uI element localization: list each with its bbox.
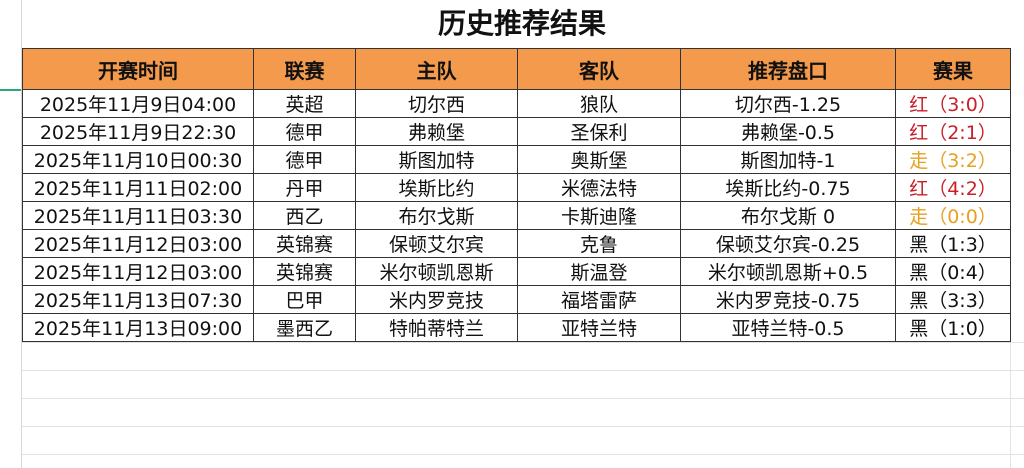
cell-pick[interactable]: 米尔顿凯恩斯+0.5	[680, 257, 896, 286]
cell-home[interactable]: 米内罗竞技	[355, 285, 518, 314]
cell-league[interactable]: 墨西乙	[253, 313, 356, 342]
table-row: 2025年11月11日02:00 丹甲 埃斯比约 米德法特 埃斯比约-0.75 红（4:2…	[22, 173, 1011, 202]
table-row: 2025年11月12日03:00 英锦赛 米尔顿凯恩斯 斯温登 米尔顿凯恩斯+0.5 黑（…	[22, 257, 1011, 286]
cell-result[interactable]: 黑（1:0）	[895, 313, 1011, 342]
cell-away[interactable]: 斯温登	[517, 257, 681, 286]
cell-result[interactable]: 红（3:0）	[895, 89, 1011, 118]
cell-time[interactable]: 2025年11月11日02:00	[22, 173, 254, 202]
header-pick[interactable]: 推荐盘口	[680, 48, 896, 90]
cell-time[interactable]: 2025年11月13日09:00	[22, 313, 254, 342]
cell-league[interactable]: 英锦赛	[253, 229, 356, 258]
cell-home[interactable]: 弗赖堡	[355, 117, 518, 146]
cell-time[interactable]: 2025年11月10日00:30	[22, 145, 254, 174]
cell-pick[interactable]: 斯图加特-1	[680, 145, 896, 174]
cell-league[interactable]: 英超	[253, 89, 356, 118]
cell-time[interactable]: 2025年11月9日04:00	[22, 89, 254, 118]
header-time[interactable]: 开赛时间	[22, 48, 254, 90]
cell-pick[interactable]: 亚特兰特-0.5	[680, 313, 896, 342]
cell-league[interactable]: 西乙	[253, 201, 356, 230]
table-row: 2025年11月13日09:00 墨西乙 特帕蒂特兰 亚特兰特 亚特兰特-0.5 黑（1:…	[22, 313, 1011, 342]
cell-time[interactable]: 2025年11月9日22:30	[22, 117, 254, 146]
cell-away[interactable]: 福塔雷萨	[517, 285, 681, 314]
cell-away[interactable]: 狼队	[517, 89, 681, 118]
cell-result[interactable]: 红（2:1）	[895, 117, 1011, 146]
selection-indicator	[0, 89, 21, 91]
cell-away[interactable]: 亚特兰特	[517, 313, 681, 342]
table-row: 2025年11月12日03:00 英锦赛 保顿艾尔宾 克鲁 保顿艾尔宾-0.25 黑（1:…	[22, 229, 1011, 258]
cell-time[interactable]: 2025年11月11日03:30	[22, 201, 254, 230]
cell-home[interactable]: 特帕蒂特兰	[355, 313, 518, 342]
cell-away[interactable]: 卡斯迪隆	[517, 201, 681, 230]
table-row: 2025年11月11日03:30 西乙 布尔戈斯 卡斯迪隆 布尔戈斯 0 走（0:0）	[22, 201, 1011, 230]
cell-home[interactable]: 斯图加特	[355, 145, 518, 174]
cell-home[interactable]: 埃斯比约	[355, 173, 518, 202]
header-result[interactable]: 赛果	[895, 48, 1011, 90]
empty-grid	[22, 342, 1024, 468]
cell-league[interactable]: 德甲	[253, 117, 356, 146]
cell-home[interactable]: 切尔西	[355, 89, 518, 118]
cell-pick[interactable]: 弗赖堡-0.5	[680, 117, 896, 146]
cell-pick[interactable]: 切尔西-1.25	[680, 89, 896, 118]
table-row: 2025年11月9日22:30 德甲 弗赖堡 圣保利 弗赖堡-0.5 红（2:1）	[22, 117, 1011, 146]
cell-time[interactable]: 2025年11月13日07:30	[22, 285, 254, 314]
cell-result[interactable]: 走（3:2）	[895, 145, 1011, 174]
sheet-title: 历史推荐结果	[437, 7, 606, 40]
header-league[interactable]: 联赛	[253, 48, 356, 90]
cell-result[interactable]: 走（0:0）	[895, 201, 1011, 230]
cell-pick[interactable]: 布尔戈斯 0	[680, 201, 896, 230]
cell-away[interactable]: 圣保利	[517, 117, 681, 146]
header-home[interactable]: 主队	[355, 48, 518, 90]
cell-pick[interactable]: 米内罗竞技-0.75	[680, 285, 896, 314]
cell-away[interactable]: 克鲁	[517, 229, 681, 258]
cell-home[interactable]: 保顿艾尔宾	[355, 229, 518, 258]
cell-time[interactable]: 2025年11月12日03:00	[22, 229, 254, 258]
cell-result[interactable]: 黑（3:3）	[895, 285, 1011, 314]
table-row: 2025年11月9日04:00 英超 切尔西 狼队 切尔西-1.25 红（3:0）	[22, 89, 1011, 118]
cell-home[interactable]: 布尔戈斯	[355, 201, 518, 230]
cell-league[interactable]: 巴甲	[253, 285, 356, 314]
cell-league[interactable]: 英锦赛	[253, 257, 356, 286]
cell-away[interactable]: 奥斯堡	[517, 145, 681, 174]
cell-league[interactable]: 德甲	[253, 145, 356, 174]
header-away[interactable]: 客队	[517, 48, 681, 90]
cell-result[interactable]: 黑（0:4）	[895, 257, 1011, 286]
cell-home[interactable]: 米尔顿凯恩斯	[355, 257, 518, 286]
cell-pick[interactable]: 埃斯比约-0.75	[680, 173, 896, 202]
results-table: 开赛时间 联赛 主队 客队 推荐盘口 赛果 2025年11月9日04:00 英超切…	[22, 48, 1011, 342]
cell-pick[interactable]: 保顿艾尔宾-0.25	[680, 229, 896, 258]
cell-result[interactable]: 黑（1:3）	[895, 229, 1011, 258]
header-row: 开赛时间 联赛 主队 客队 推荐盘口 赛果	[22, 48, 1011, 90]
cell-league[interactable]: 丹甲	[253, 173, 356, 202]
table-row: 2025年11月13日07:30 巴甲 米内罗竞技 福塔雷萨 米内罗竞技-0.75 黑（3…	[22, 285, 1011, 314]
row-header-gutter	[0, 0, 22, 468]
cell-away[interactable]: 米德法特	[517, 173, 681, 202]
column-divider	[1010, 48, 1011, 468]
cell-time[interactable]: 2025年11月12日03:00	[22, 257, 254, 286]
table-row: 2025年11月10日00:30 德甲 斯图加特 奥斯堡 斯图加特-1 走（3:2）	[22, 145, 1011, 174]
cell-result[interactable]: 红（4:2）	[895, 173, 1011, 202]
